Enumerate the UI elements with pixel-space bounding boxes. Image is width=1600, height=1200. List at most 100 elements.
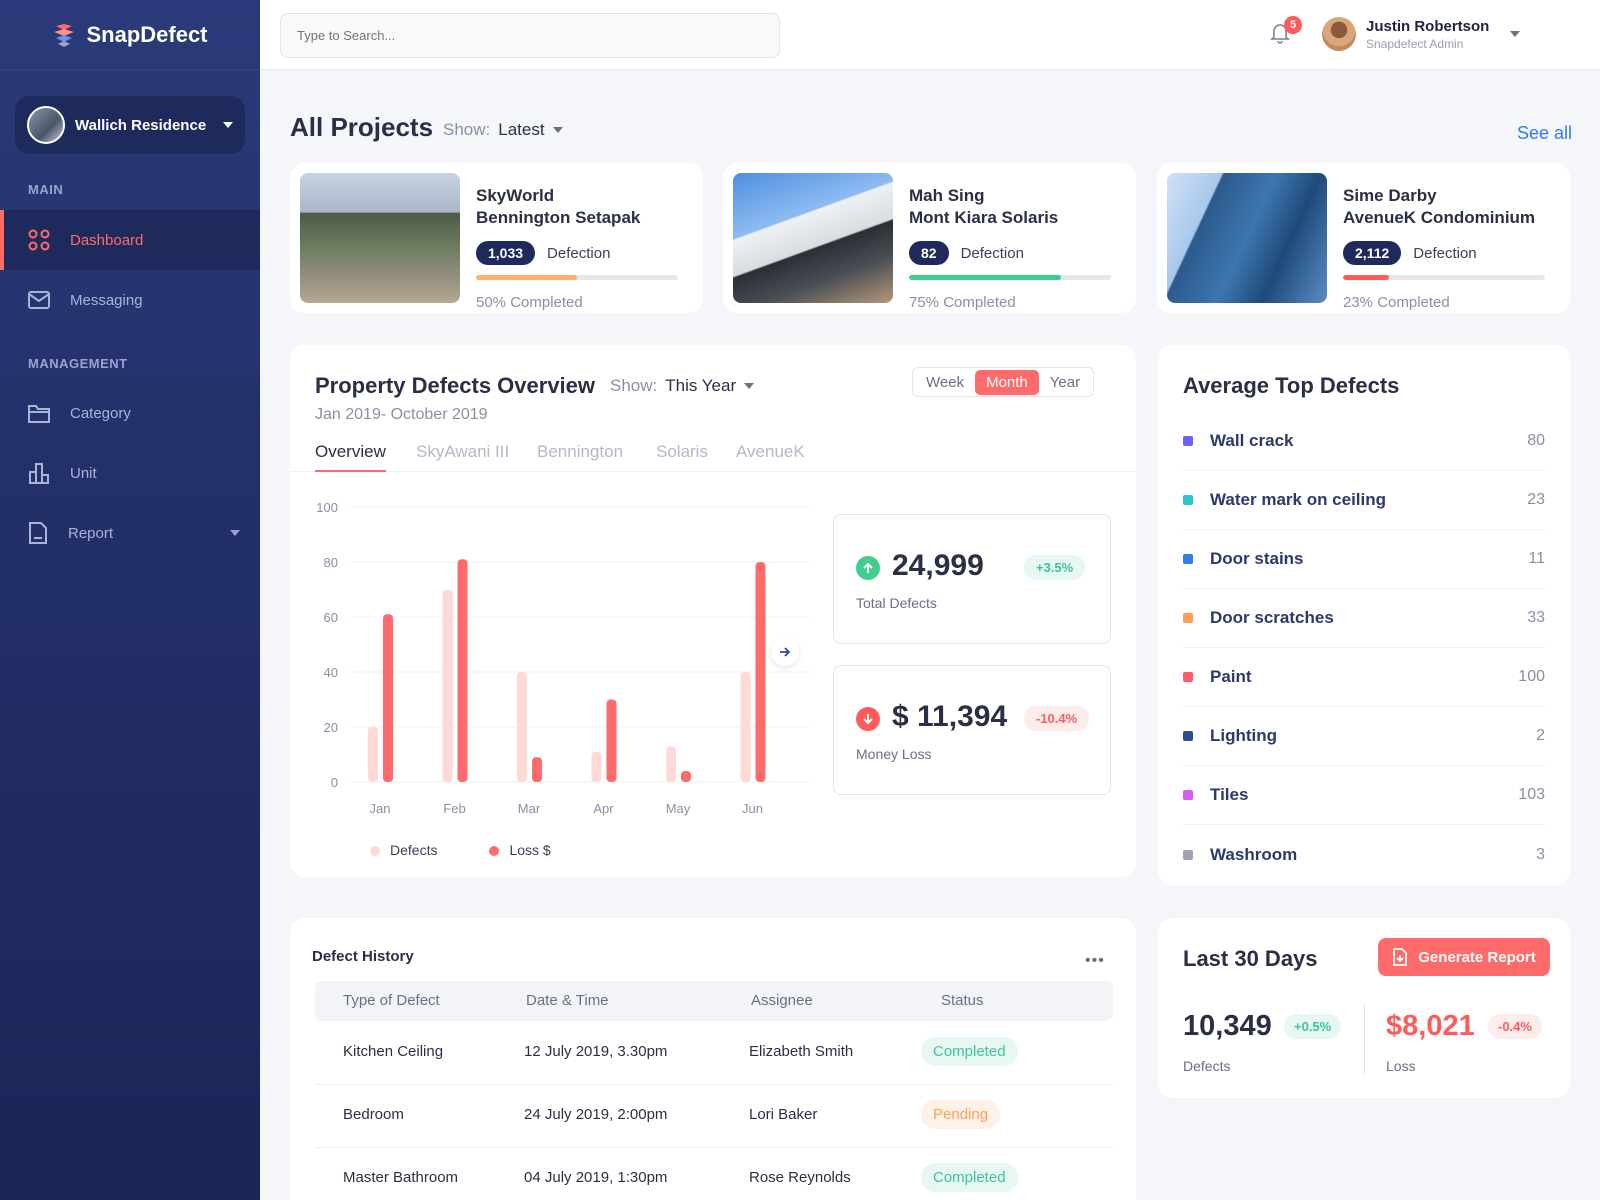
app-name: SnapDefect [86, 21, 208, 47]
x-tick-label: Feb [443, 801, 465, 816]
table-row[interactable]: Kitchen Ceiling 12 July 2019, 3.30pm Eliza… [315, 1021, 1113, 1085]
app-logo[interactable]: SnapDefect [0, 0, 260, 70]
bar-defects[interactable] [368, 727, 378, 782]
defect-count: 80 [1527, 432, 1545, 449]
defects-label: Defects [1183, 1058, 1231, 1074]
defect-name: Door scratches [1210, 608, 1334, 627]
defect-list-item[interactable]: Water mark on ceiling 23 [1183, 471, 1545, 530]
status-badge: Pending [921, 1100, 1001, 1129]
bar-loss[interactable] [457, 559, 468, 782]
defect-list-item[interactable]: Wall crack 80 [1183, 412, 1545, 471]
chevron-down-icon[interactable] [1510, 31, 1520, 37]
user-menu[interactable]: Justin Robertson Snapdefect Admin [1322, 17, 1489, 51]
progress-label: 75% Completed [909, 294, 1016, 311]
see-all-link[interactable]: See all [1517, 123, 1573, 143]
bar-defects[interactable] [442, 589, 453, 783]
defect-history-panel: Defect History ••• Type of Defect Date &… [290, 918, 1136, 1200]
bar-loss[interactable] [681, 771, 691, 782]
user-name: Justin Robertson [1366, 17, 1490, 35]
defect-list-item[interactable]: Tiles 103 [1183, 766, 1545, 825]
sidebar-item-unit[interactable]: Unit [0, 443, 260, 503]
last-30-days-panel: Last 30 Days Generate Report 10,349 +0.5… [1158, 918, 1570, 1098]
defect-count: 11 [1528, 550, 1545, 567]
cell-date: 12 July 2019, 3.30pm [524, 1043, 668, 1060]
progress-bar [1343, 275, 1545, 280]
defect-list-item[interactable]: Paint 100 [1183, 648, 1545, 707]
tab-overview[interactable]: Overview [315, 442, 386, 472]
cell-assignee: Rose Reynolds [749, 1169, 851, 1186]
sidebar-item-category[interactable]: Category [0, 383, 260, 443]
period-week-button[interactable]: Week [926, 373, 965, 391]
bar-loss[interactable] [755, 562, 766, 782]
sidebar-item-label: Messaging [70, 291, 143, 309]
color-dot [1183, 554, 1193, 564]
defection-count-badge: 82 [909, 241, 949, 265]
bar-defects[interactable] [517, 672, 527, 782]
defect-name: Lighting [1210, 726, 1278, 745]
project-image [733, 173, 893, 303]
overview-period-dropdown[interactable]: Show: This Year [610, 376, 755, 396]
project-card[interactable]: SkyWorld Bennington Setapak 1,033 Defect… [290, 163, 703, 313]
column-header[interactable]: Type of Defect [343, 992, 440, 1009]
bar-defects[interactable] [666, 746, 676, 782]
top-defects-panel: Average Top Defects Wall crack 80 Water ma… [1158, 345, 1570, 885]
column-header[interactable]: Status [941, 992, 984, 1009]
project-card[interactable]: Sime Darby AvenueK Condominium 2,112 Def… [1157, 163, 1570, 313]
bar-defects[interactable] [740, 672, 751, 782]
defect-list-item[interactable]: Lighting 2 [1183, 707, 1545, 766]
bar-loss[interactable] [383, 614, 393, 782]
defect-name: Washroom [1210, 844, 1298, 864]
tab-skyawani[interactable]: SkyAwani III [416, 442, 510, 461]
column-header[interactable]: Date & Time [526, 992, 609, 1009]
projects-sort-dropdown[interactable]: Show: Latest [443, 120, 563, 140]
defects-change-badge: +0.5% [1284, 1014, 1342, 1039]
table-row[interactable]: Master Bathroom 04 July 2019, 1:30pm Rose … [315, 1147, 1113, 1200]
bar-loss[interactable] [532, 757, 542, 782]
project-title-line1: Mah Sing [909, 186, 985, 205]
arrow-up-icon [856, 556, 880, 580]
more-options-icon[interactable]: ••• [1085, 952, 1105, 969]
table-header: Type of Defect Date & Time Assignee Stat… [315, 981, 1113, 1021]
period-month-button[interactable]: Month [975, 369, 1039, 395]
project-switcher[interactable]: Wallich Residence [15, 96, 245, 154]
defection-count-badge: 2,112 [1343, 241, 1402, 265]
arrow-right-icon [780, 647, 791, 657]
sort-value: Latest [498, 120, 545, 139]
cell-type: Bedroom [343, 1106, 404, 1123]
project-card[interactable]: Mah Sing Mont Kiara Solaris 82 Defection… [723, 163, 1136, 313]
chevron-down-icon [230, 530, 240, 536]
y-tick-label: 20 [324, 720, 338, 735]
progress-label: 23% Completed [1343, 294, 1450, 311]
status-badge: Completed [921, 1163, 1018, 1192]
column-header[interactable]: Assignee [751, 992, 813, 1009]
divider [1364, 1003, 1365, 1075]
defects-bar-chart: 0 20 40 60 80 100 Jan Feb Mar Apr May Jun [316, 500, 810, 816]
generate-report-button[interactable]: Generate Report [1378, 938, 1550, 976]
tab-solaris[interactable]: Solaris [656, 442, 708, 461]
defect-name: Water mark on ceiling [1210, 490, 1387, 509]
sidebar-item-report[interactable]: Report [0, 503, 260, 563]
project-title-line2: AvenueK Condominium [1343, 208, 1536, 227]
sidebar-item-dashboard[interactable]: Dashboard [0, 210, 260, 270]
sidebar-item-label: Dashboard [70, 231, 144, 249]
color-dot [1183, 495, 1193, 505]
period-year-button[interactable]: Year [1049, 373, 1081, 391]
sidebar-item-messaging[interactable]: Messaging [0, 270, 260, 330]
tab-avenuek[interactable]: AvenueK [736, 442, 805, 461]
defect-list-item[interactable]: Door scratches 33 [1183, 589, 1545, 648]
table-row[interactable]: Bedroom 24 July 2019, 2:00pm Lori Baker Pen… [315, 1084, 1113, 1148]
defect-list-item[interactable]: Washroom 3 [1183, 825, 1545, 884]
money-loss-card: $ 11,394 -10.4% Money Loss [833, 665, 1111, 795]
search-input[interactable] [280, 13, 780, 58]
defect-name: Door stains [1210, 549, 1304, 568]
sidebar-item-label: Report [68, 524, 114, 542]
chevron-down-icon [552, 127, 563, 133]
bar-defects[interactable] [591, 751, 602, 782]
section-management-label: MANAGEMENT [28, 356, 128, 371]
x-tick-label: Apr [593, 801, 614, 816]
tab-bennington[interactable]: Bennington [537, 442, 624, 461]
defect-list-item[interactable]: Door stains 11 [1183, 530, 1545, 589]
notifications-button[interactable]: 5 [1269, 16, 1302, 48]
chart-next-button[interactable] [771, 638, 799, 666]
bar-loss[interactable] [606, 699, 617, 783]
